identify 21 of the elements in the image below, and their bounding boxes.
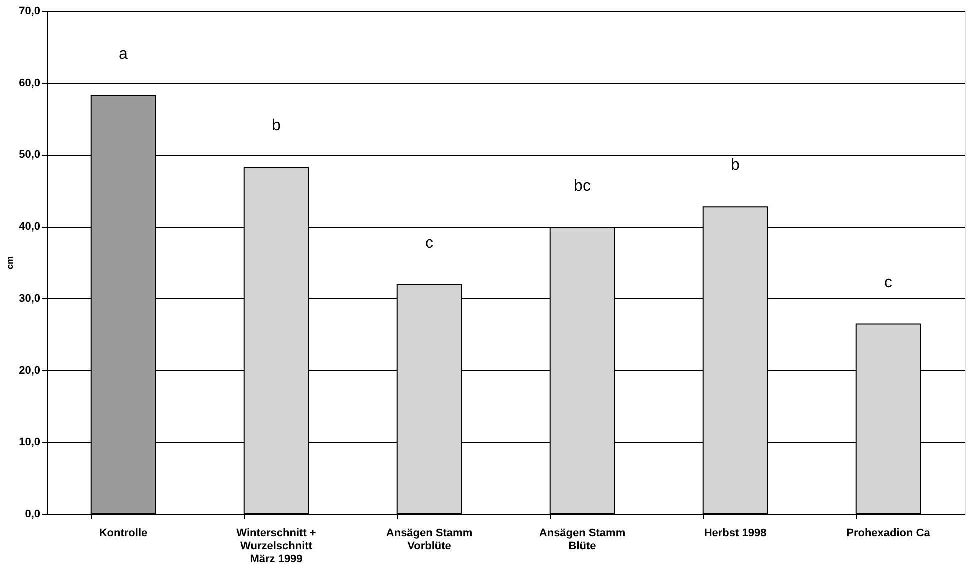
y-tick-label: 30,0 <box>19 292 40 305</box>
y-tick-label: 10,0 <box>19 436 40 449</box>
y-tick-label: 50,0 <box>19 149 40 162</box>
annotation: bc <box>574 178 591 196</box>
y-tick-label: 0,0 <box>25 508 40 520</box>
y-tick-label: 40,0 <box>19 221 40 234</box>
x-tick-label: Ansägen Stamm Vorblüte <box>386 528 473 552</box>
x-tick-label: Prohexadion Ca <box>846 528 932 540</box>
x-tick-label: Ansägen Stamm Blüte <box>539 528 626 552</box>
x-tick-label: Herbst 1998 <box>704 528 767 540</box>
y-tick-label: 20,0 <box>19 364 40 377</box>
annotation: c <box>884 274 892 292</box>
annotation: b <box>272 118 282 135</box>
y-tick-label: 60,0 <box>19 77 40 90</box>
y-tick-label: 70,0 <box>19 6 40 18</box>
y-axis-title: cm <box>5 256 16 270</box>
annotation: c <box>426 234 434 252</box>
annotation: a <box>119 46 128 63</box>
x-tick-label: Kontrolle <box>99 528 148 540</box>
x-tick-label: Winterschnitt + Wurzelschnitt März 1999 <box>236 528 316 566</box>
annotation: b <box>731 157 740 174</box>
